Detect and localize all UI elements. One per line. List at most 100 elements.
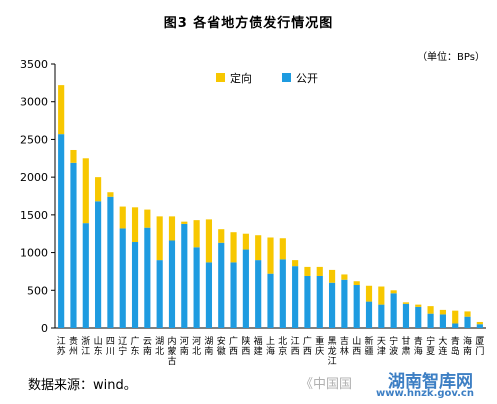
bar-directed — [242, 233, 249, 250]
wechat-watermark: 《中国国 — [300, 377, 353, 392]
bar-public — [390, 293, 397, 328]
bar-public — [316, 275, 323, 328]
bar-public — [218, 242, 225, 328]
x-tick-label: 海 — [463, 335, 472, 347]
x-tick-label: 吉 — [340, 336, 349, 347]
bar-directed — [452, 310, 459, 324]
bar-public — [476, 324, 483, 328]
x-tick-label: 岛 — [451, 345, 460, 357]
bar-public — [341, 279, 348, 328]
x-tick-label: 西 — [303, 346, 312, 357]
x-tick-label: 江 — [81, 346, 90, 357]
legend-swatch — [216, 73, 225, 82]
bar-public — [168, 240, 176, 328]
x-tick-label: 河 — [192, 335, 201, 347]
x-tick-label: 江 — [328, 356, 337, 367]
bar-public — [353, 285, 360, 328]
bar-public — [58, 134, 65, 328]
x-tick-label: 南 — [463, 345, 472, 357]
y-tick-label: 1500 — [20, 209, 48, 222]
bar-directed — [70, 149, 77, 163]
bar-directed — [378, 286, 385, 305]
bar-directed — [353, 281, 360, 286]
x-tick-label: 广 — [131, 335, 140, 347]
chart-title: 图3 各省地方债发行情况图 — [163, 16, 334, 31]
x-tick-label: 南 — [180, 345, 189, 357]
x-tick-label: 广 — [229, 335, 238, 347]
x-tick-label: 河 — [180, 335, 189, 347]
bar-public — [205, 262, 213, 328]
legend-swatch — [282, 73, 291, 82]
x-tick-label: 北 — [155, 346, 164, 357]
bar-public — [452, 323, 459, 328]
x-tick-label: 宁 — [118, 345, 127, 357]
bar-directed — [119, 206, 126, 229]
x-tick-label: 山 — [94, 336, 103, 347]
bar-public — [119, 228, 126, 328]
bar-directed — [390, 290, 397, 294]
bar-directed — [95, 177, 102, 202]
x-tick-label: 江 — [291, 336, 300, 347]
bar-directed — [144, 209, 151, 228]
bar-directed — [439, 309, 446, 315]
x-tick-label: 青 — [414, 335, 423, 347]
x-tick-label: 西 — [241, 346, 250, 357]
x-tick-label: 京 — [278, 345, 287, 357]
bar-public — [402, 303, 410, 328]
x-tick-label: 建 — [254, 345, 263, 357]
x-tick-label: 内 — [167, 335, 176, 347]
bar-public — [427, 313, 434, 328]
x-tick-label: 古 — [167, 355, 176, 367]
y-tick-label: 500 — [27, 284, 48, 297]
x-tick-label: 川 — [106, 347, 115, 357]
bar-public — [193, 247, 200, 328]
x-tick-label: 津 — [377, 346, 386, 357]
bar-public — [365, 301, 373, 328]
x-tick-label: 肃 — [401, 345, 410, 357]
y-tick-label: 3000 — [20, 96, 48, 109]
bar-directed — [341, 274, 348, 280]
site-url-watermark: www.hnzk.gov.cn — [376, 388, 474, 399]
x-tick-label: 天 — [377, 337, 386, 347]
bar-directed — [168, 216, 176, 241]
bar-directed — [230, 232, 237, 263]
x-tick-label: 徽 — [217, 345, 226, 357]
x-tick-label: 西 — [352, 346, 361, 357]
x-tick-label: 甘 — [401, 335, 410, 347]
bar-public — [378, 304, 385, 328]
bar-public — [144, 227, 151, 328]
x-tick-label: 蒙 — [167, 345, 176, 357]
bar-public — [82, 223, 89, 328]
y-tick-label: 0 — [41, 322, 48, 335]
bar-public — [304, 275, 311, 328]
x-tick-label: 西 — [229, 346, 238, 357]
bar-directed — [402, 302, 410, 304]
x-tick-label: 苏 — [57, 345, 66, 357]
x-tick-label: 上 — [266, 336, 275, 347]
x-tick-label: 南 — [204, 345, 213, 357]
bar-public — [230, 262, 237, 328]
bar-directed — [205, 219, 213, 263]
bar-directed — [279, 238, 286, 260]
x-tick-label: 新 — [365, 335, 374, 347]
x-tick-label: 云 — [143, 337, 152, 347]
legend-label: 定向 — [230, 71, 252, 85]
bar-public — [267, 273, 274, 328]
bar-directed — [218, 229, 225, 243]
x-tick-label: 龙 — [328, 345, 337, 357]
y-tick-label: 1000 — [20, 247, 48, 260]
bar-directed — [415, 304, 422, 307]
x-tick-label: 厦 — [475, 336, 484, 347]
bar-directed — [255, 235, 262, 261]
bar-directed — [181, 221, 188, 224]
bar-directed — [292, 260, 299, 267]
bar-directed — [464, 311, 471, 317]
bar-directed — [107, 192, 114, 197]
bar-public — [156, 260, 163, 328]
bar-public — [464, 316, 471, 328]
bar-directed — [82, 158, 89, 224]
x-tick-label: 陕 — [241, 335, 250, 347]
bar-public — [242, 249, 249, 328]
x-tick-label: 宁 — [426, 335, 435, 347]
